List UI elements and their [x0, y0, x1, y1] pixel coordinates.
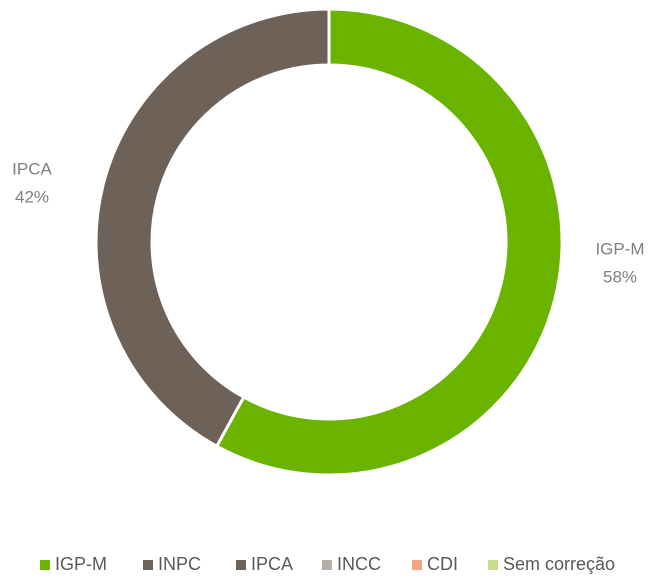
legend-label: IPCA: [251, 554, 293, 574]
legend-label: INPC: [158, 554, 201, 574]
donut-slice: [214, 7, 564, 477]
legend-swatch: [143, 560, 153, 570]
legend-label: INCC: [337, 554, 381, 574]
legend-label: CDI: [427, 554, 458, 574]
legend-swatch: [412, 560, 422, 570]
slice-label: IGP-M: [595, 239, 644, 258]
legend-swatch: [40, 560, 50, 570]
donut-slice: [94, 7, 331, 449]
legend-swatch: [236, 560, 246, 570]
legend-label: IGP-M: [55, 554, 107, 574]
legend-swatch: [488, 560, 498, 570]
legend-label: Sem correção: [503, 554, 615, 574]
slice-label: IPCA: [12, 159, 52, 178]
slice-value-label: 42%: [15, 187, 49, 206]
slice-value-label: 58%: [603, 267, 637, 286]
legend-swatch: [322, 560, 332, 570]
